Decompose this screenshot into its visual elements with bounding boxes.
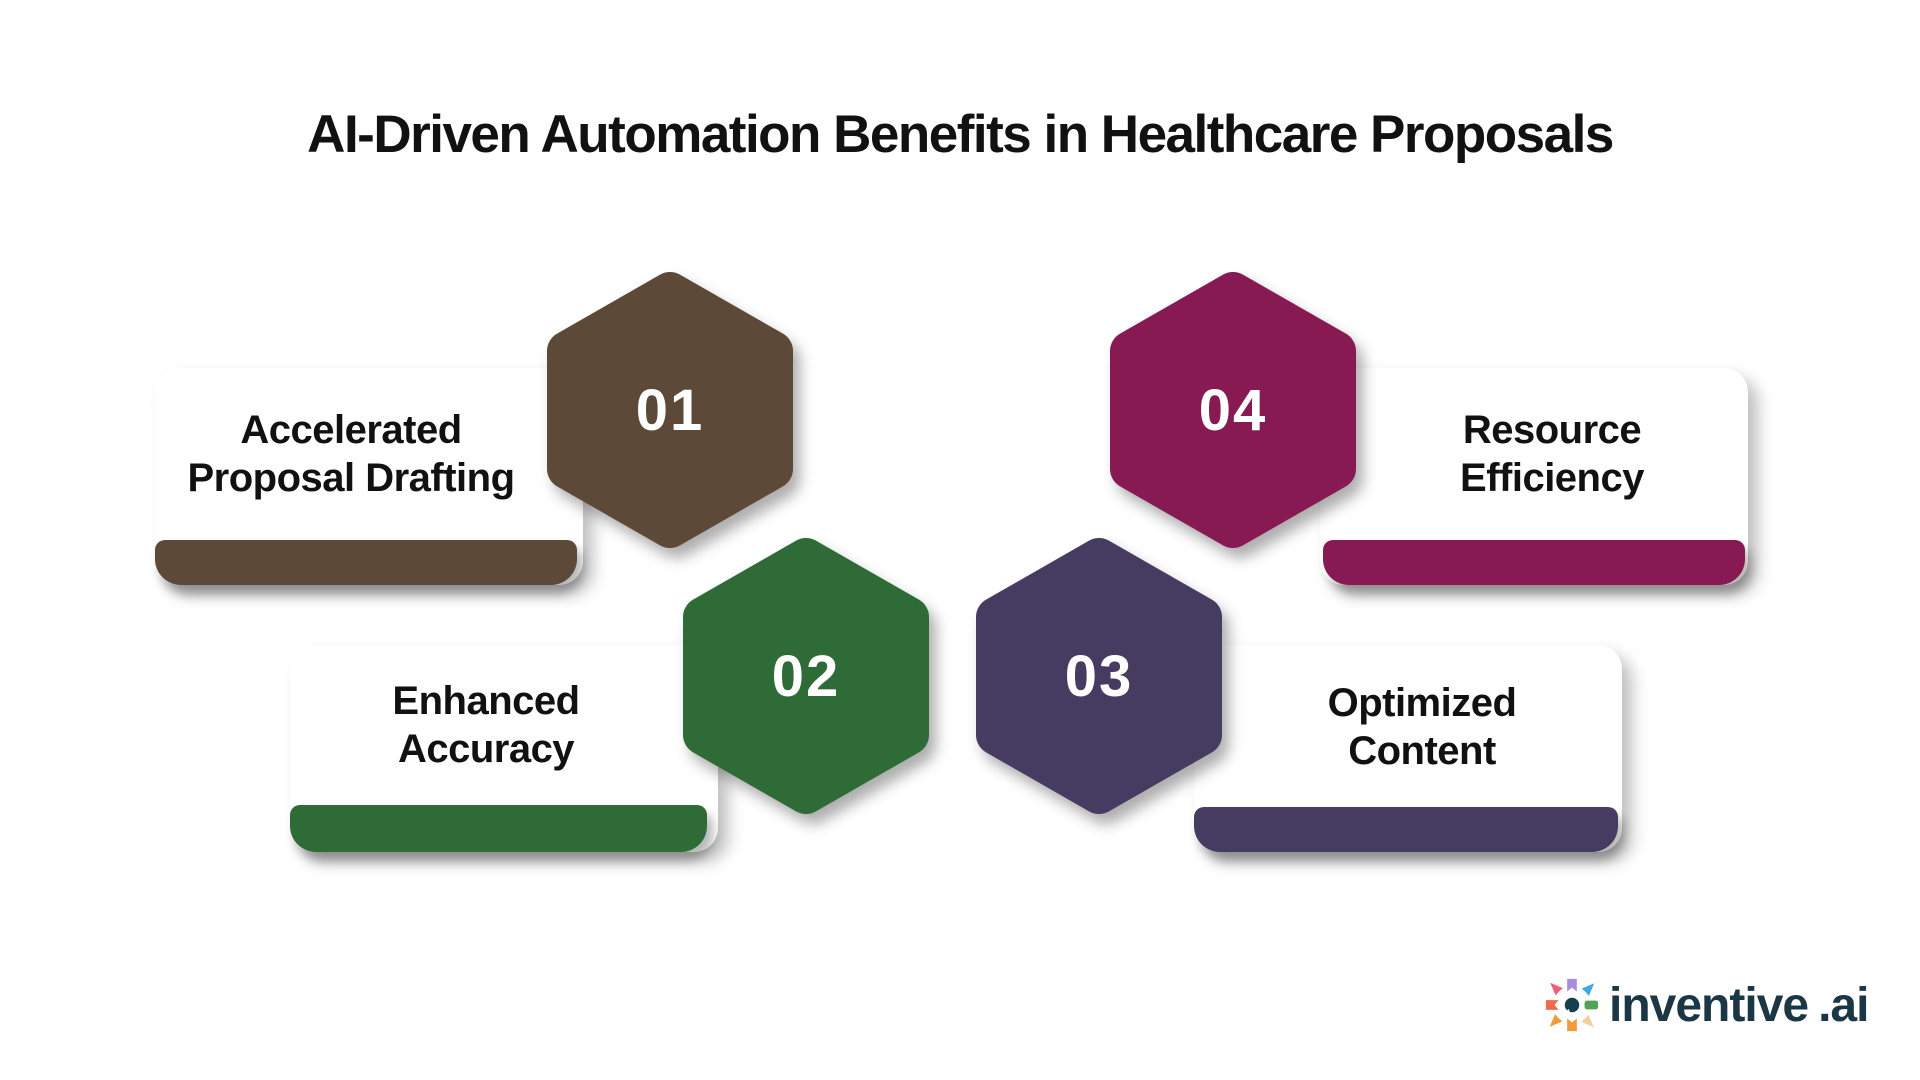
step-number-01: 01	[635, 377, 705, 443]
brand-name: inventive	[1609, 978, 1809, 1032]
item-bar-04	[1323, 540, 1745, 585]
item-label-03: Optimized Content	[1222, 679, 1622, 775]
item-label-01-line1: Accelerated	[240, 408, 462, 452]
logo-center-dot	[1564, 997, 1580, 1013]
item-label-04-line1: Resource	[1462, 408, 1642, 452]
hexagon-03: 03	[959, 526, 1239, 846]
logo-petal-west	[1545, 1000, 1559, 1010]
hexagon-04-shape	[1110, 272, 1356, 548]
logo-petal-east	[1584, 1000, 1599, 1010]
logo-petal-northeast	[1581, 983, 1595, 996]
hexagon-01-shape	[547, 272, 793, 548]
hexagon-02-shape	[683, 538, 929, 814]
item-label-01-line2: Proposal Drafting	[187, 456, 515, 500]
item-label-04: Resource Efficiency	[1352, 406, 1752, 502]
brand-suffix: .ai	[1818, 978, 1869, 1032]
item-bar-01	[155, 540, 577, 585]
hexagon-03-shape	[976, 538, 1222, 814]
step-number-04: 04	[1198, 377, 1268, 443]
brand-logo: inventive .ai	[1543, 976, 1869, 1034]
logo-petal-southwest	[1549, 1014, 1563, 1027]
item-label-02: Enhanced Accuracy	[286, 677, 686, 773]
inventive-logo-icon	[1545, 978, 1599, 1032]
item-label-03-line1: Optimized	[1327, 681, 1517, 725]
item-bar-02	[290, 805, 707, 852]
item-label-04-line2: Efficiency	[1460, 456, 1644, 500]
logo-petal-north	[1567, 978, 1577, 992]
step-number-02: 02	[771, 643, 841, 709]
logo-center-notch	[1563, 1008, 1571, 1015]
item-label-03-line2: Content	[1348, 729, 1496, 773]
item-label-01: Accelerated Proposal Drafting	[151, 406, 551, 502]
logo-petal-northwest	[1550, 982, 1563, 996]
item-bar-03	[1194, 807, 1618, 852]
hexagon-04: 04	[1093, 260, 1373, 580]
hexagon-02: 02	[666, 526, 946, 846]
logo-petal-south	[1567, 1018, 1577, 1032]
step-number-03: 03	[1064, 643, 1134, 709]
logo-petal-southeast	[1581, 1014, 1594, 1028]
item-label-02-line2: Accuracy	[397, 727, 575, 771]
brand-wordmark: inventive .ai	[1609, 978, 1869, 1033]
item-label-02-line1: Enhanced	[392, 679, 580, 723]
hexagon-01: 01	[530, 260, 810, 580]
page-title: AI-Driven Automation Benefits in Healthc…	[307, 105, 1614, 164]
